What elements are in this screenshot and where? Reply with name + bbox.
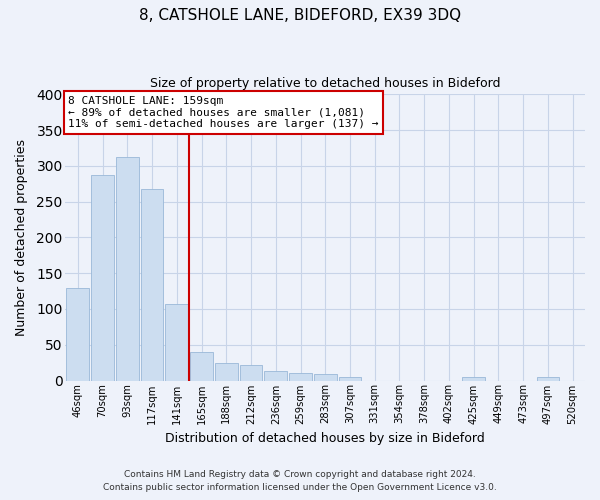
- Bar: [140, 189, 163, 380]
- Title: Size of property relative to detached houses in Bideford: Size of property relative to detached ho…: [150, 78, 500, 90]
- Bar: [338, 377, 361, 380]
- Bar: [289, 374, 312, 380]
- Bar: [265, 371, 287, 380]
- Bar: [190, 352, 213, 380]
- Bar: [215, 362, 238, 380]
- Bar: [116, 158, 139, 380]
- X-axis label: Distribution of detached houses by size in Bideford: Distribution of detached houses by size …: [166, 432, 485, 445]
- Bar: [239, 365, 262, 380]
- Bar: [91, 176, 114, 380]
- Text: 8 CATSHOLE LANE: 159sqm
← 89% of detached houses are smaller (1,081)
11% of semi: 8 CATSHOLE LANE: 159sqm ← 89% of detache…: [68, 96, 379, 129]
- Text: 8, CATSHOLE LANE, BIDEFORD, EX39 3DQ: 8, CATSHOLE LANE, BIDEFORD, EX39 3DQ: [139, 8, 461, 22]
- Bar: [166, 304, 188, 380]
- Bar: [462, 377, 485, 380]
- Bar: [67, 288, 89, 380]
- Text: Contains HM Land Registry data © Crown copyright and database right 2024.
Contai: Contains HM Land Registry data © Crown c…: [103, 470, 497, 492]
- Bar: [536, 377, 559, 380]
- Bar: [314, 374, 337, 380]
- Y-axis label: Number of detached properties: Number of detached properties: [15, 139, 28, 336]
